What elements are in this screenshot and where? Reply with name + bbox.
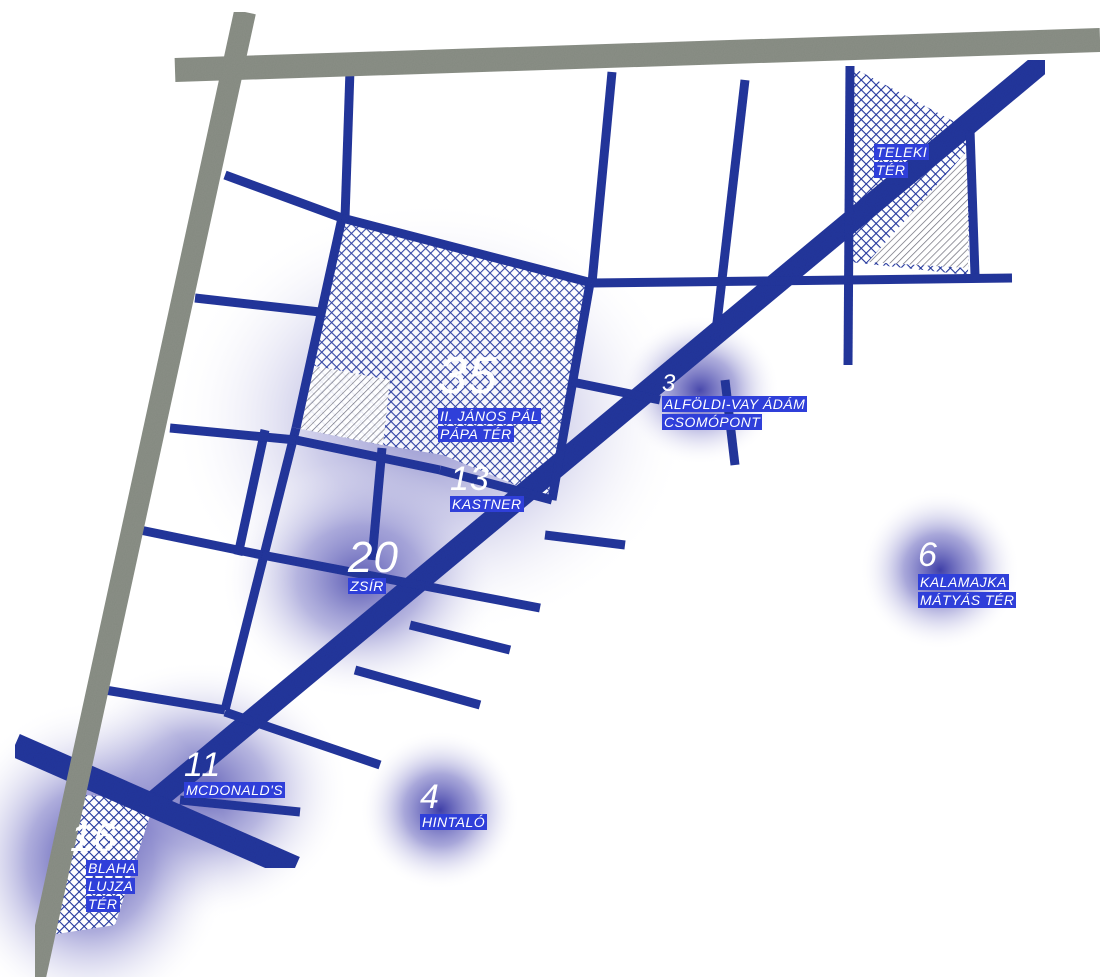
place-count: 6 [918,536,938,574]
place-name: TELEKI TÉR [874,144,930,178]
main-avenue [142,51,1053,814]
place-name: KALAMAJKA MÁTYÁS TÉR [918,574,1017,608]
squares [50,66,970,935]
place-zsir: 20 ZSÍR [348,536,399,596]
crossing-avenue [10,734,300,879]
place-kalamajka-matyas-ter: 6 KALAMAJKA MÁTYÁS TÉR [918,536,1017,610]
place-name: ZSÍR [348,578,386,594]
square-janos-pal-grey [296,365,390,445]
place-hintalo: 4 HINTALÓ [420,778,488,832]
place-name: KASTNER [450,496,524,512]
place-count: 20 [348,533,399,582]
place-count: 4 [420,778,440,816]
place-count: 16 [70,816,117,860]
place-name: HINTALÓ [420,814,488,830]
streets [10,51,1053,879]
place-count: 3 [662,370,677,397]
place-name: BLAHA LUJZA TÉR [86,860,139,912]
place-kastner: 13 KASTNER [450,462,524,514]
place-janos-pal-papa-ter: 35 II. JÁNOS PÁL PÁPA TÉR [438,347,542,444]
place-count: 35 [438,347,498,405]
square-teleki-grey [868,150,968,268]
place-count: 11 [184,746,222,784]
place-count: 13 [450,460,490,498]
boulevard [24,9,1100,977]
place-name: II. JÁNOS PÁL PÁPA TÉR [438,408,542,442]
place-mcdonalds: 11 MCDONALD'S [184,746,286,800]
place-blaha-lujza-ter: 16 BLAHA LUJZA TÉR [70,818,146,914]
place-teleki-ter: TELEKI TÉR [874,144,944,180]
place-alfoldi-vay-adam-csomopont: 3 ALFÖLDI-VAY ÁDÁM CSOMÓPONT [662,370,808,432]
place-name: MCDONALD'S [184,782,286,798]
place-name: ALFÖLDI-VAY ÁDÁM CSOMÓPONT [662,396,808,430]
